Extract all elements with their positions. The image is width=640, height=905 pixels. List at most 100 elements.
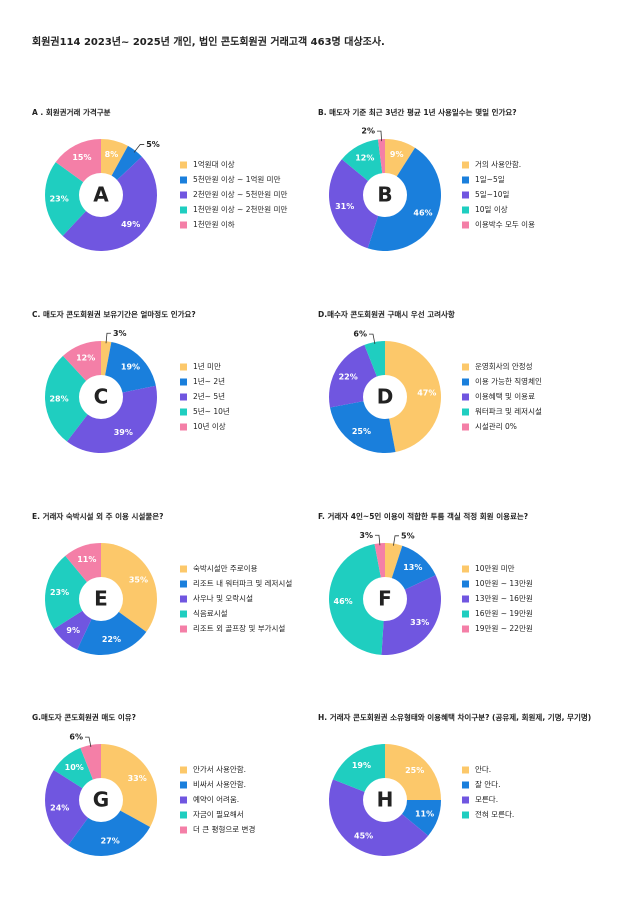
chart: F. 거래자 4인~5인 이용이 적합한 투룸 객실 적정 회원 이용료는? 5%… — [318, 511, 533, 656]
value-label: 3% — [359, 531, 373, 540]
legend-label: 더 큰 평형으로 변경 — [193, 824, 255, 834]
chart: D.매수자 콘도회원권 구매시 우선 고려사항 47% 25% 22% 6% D 운영회사의… — [318, 309, 542, 454]
legend-swatch — [180, 206, 187, 214]
legend-label: 잘 안다. — [475, 779, 500, 789]
legend-swatch — [180, 796, 187, 804]
chart-title: H. 거래자 콘도회원권 소유형태와 이용혜택 차이구분? (공유제, 회원제,… — [318, 712, 591, 722]
legend-swatch — [462, 781, 469, 789]
legend-label: 1천만원 이상 ~ 2천만원 미만 — [193, 204, 287, 214]
value-label: 45% — [354, 832, 373, 841]
legend-label: 2년~ 5년 — [193, 391, 225, 401]
value-label: 5% — [401, 531, 415, 540]
legend-label: 시설관리 0% — [475, 421, 517, 431]
legend-label: 1천만원 이하 — [193, 219, 235, 229]
legend-label: 1억원대 이상 — [193, 159, 235, 169]
legend-swatch — [462, 176, 469, 184]
legend-swatch — [180, 781, 187, 789]
center-label: E — [94, 587, 108, 611]
value-label: 47% — [417, 389, 436, 398]
pie-slice — [68, 800, 151, 856]
chart-title: E. 거래자 숙박시설 외 주 이용 시설물은? — [32, 511, 164, 521]
value-label: 33% — [128, 774, 147, 783]
legend-swatch — [180, 363, 187, 371]
legend-label: 리조트 외 골프장 및 부가시설 — [193, 623, 285, 633]
chart: G.매도자 콘도회원권 매도 이유? 33% 27% 24% 10% 6% G 안가서 사용안… — [32, 712, 255, 856]
legend-swatch — [180, 191, 187, 199]
donut-hole — [79, 375, 123, 419]
center-label: B — [377, 183, 392, 207]
legend-swatch — [462, 796, 469, 804]
legend-swatch — [180, 580, 187, 588]
legend-label: 안다. — [475, 764, 491, 774]
center-label: D — [377, 385, 394, 409]
donut-hole — [79, 173, 123, 217]
donut-hole — [363, 778, 407, 822]
legend-label: 숙박시설만 주로이용 — [193, 563, 258, 573]
legend-label: 5천만원 이상 ~ 1억원 미만 — [193, 174, 281, 184]
value-label: 23% — [50, 194, 69, 203]
legend-label: 1일~5일 — [475, 175, 505, 184]
legend-label: 5일~10일 — [475, 190, 509, 199]
legend-swatch — [180, 625, 187, 633]
pie-slice — [328, 543, 385, 655]
legend-swatch — [462, 811, 469, 819]
pie-slice — [66, 385, 158, 453]
value-label: 19% — [352, 761, 371, 770]
leader-line — [393, 535, 400, 546]
legend-swatch — [462, 565, 469, 573]
value-label: 31% — [335, 202, 354, 211]
value-label: 12% — [355, 154, 374, 163]
legend-label: 5년~ 10년 — [193, 406, 230, 416]
value-label: 3% — [113, 329, 127, 338]
value-label: 9% — [66, 626, 80, 635]
chart-title: G.매도자 콘도회원권 매도 이유? — [32, 712, 136, 722]
legend-swatch — [462, 221, 469, 229]
legend-label: 13만원 ~ 16만원 — [475, 594, 533, 603]
legend-label: 10년 이상 — [193, 421, 226, 431]
center-label: G — [93, 788, 109, 812]
legend-label: 비싸서 사용안함. — [193, 779, 246, 789]
value-label: 33% — [410, 618, 429, 627]
legend-label: 1년 미만 — [193, 361, 221, 371]
value-label: 22% — [102, 635, 121, 644]
legend-label: 안가서 사용안함. — [193, 764, 246, 774]
legend-swatch — [462, 363, 469, 371]
legend-swatch — [462, 595, 469, 603]
legend-swatch — [180, 595, 187, 603]
legend-label: 이용박수 모두 이용 — [475, 219, 535, 229]
legend-label: 모른다. — [475, 795, 498, 804]
pie-slice — [45, 555, 101, 630]
legend-label: 10만원 미만 — [475, 564, 515, 573]
legend-label: 사우나 및 오락시설 — [193, 593, 253, 603]
value-label: 25% — [405, 766, 424, 775]
legend-swatch — [180, 161, 187, 169]
value-label: 11% — [415, 810, 434, 819]
legend-swatch — [180, 176, 187, 184]
legend-swatch — [462, 766, 469, 774]
chart-title: D.매수자 콘도회원권 구매시 우선 고려사항 — [318, 309, 455, 319]
chart-title: C. 매도자 콘도회원권 보유기간은 얼마정도 인가요? — [32, 309, 196, 319]
legend-swatch — [180, 766, 187, 774]
value-label: 13% — [403, 563, 422, 572]
center-label: H — [377, 788, 394, 812]
pie-slice — [45, 355, 101, 442]
pie-slice — [44, 162, 101, 236]
center-label: C — [94, 385, 109, 409]
legend-swatch — [180, 610, 187, 618]
pie-slice — [385, 341, 442, 453]
value-label: 19% — [121, 363, 140, 372]
value-label: 5% — [146, 140, 160, 149]
legend-label: 전혀 모른다. — [475, 809, 514, 819]
value-label: 22% — [339, 372, 358, 381]
chart: A . 회원권거래 가격구분 8% 5% 49% 23% 15% A 1억원대 이상 5천만원 … — [32, 107, 287, 252]
legend-swatch — [462, 423, 469, 431]
legend-label: 자금이 필요해서 — [193, 809, 244, 819]
donut-hole — [363, 173, 407, 217]
chart: E. 거래자 숙박시설 외 주 이용 시설물은? 35% 22% 9% 23% 11% E 숙… — [32, 511, 292, 655]
legend-label: 운영회사의 안정성 — [475, 361, 533, 371]
legend-label: 거의 사용안함. — [475, 159, 521, 169]
donut-hole — [79, 778, 123, 822]
value-label: 49% — [121, 220, 140, 229]
value-label: 12% — [76, 353, 95, 362]
donut-hole — [363, 577, 407, 621]
